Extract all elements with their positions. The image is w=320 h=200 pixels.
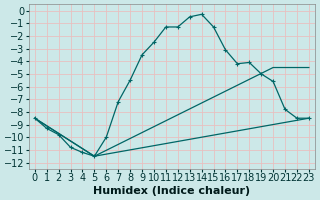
X-axis label: Humidex (Indice chaleur): Humidex (Indice chaleur) bbox=[93, 186, 250, 196]
